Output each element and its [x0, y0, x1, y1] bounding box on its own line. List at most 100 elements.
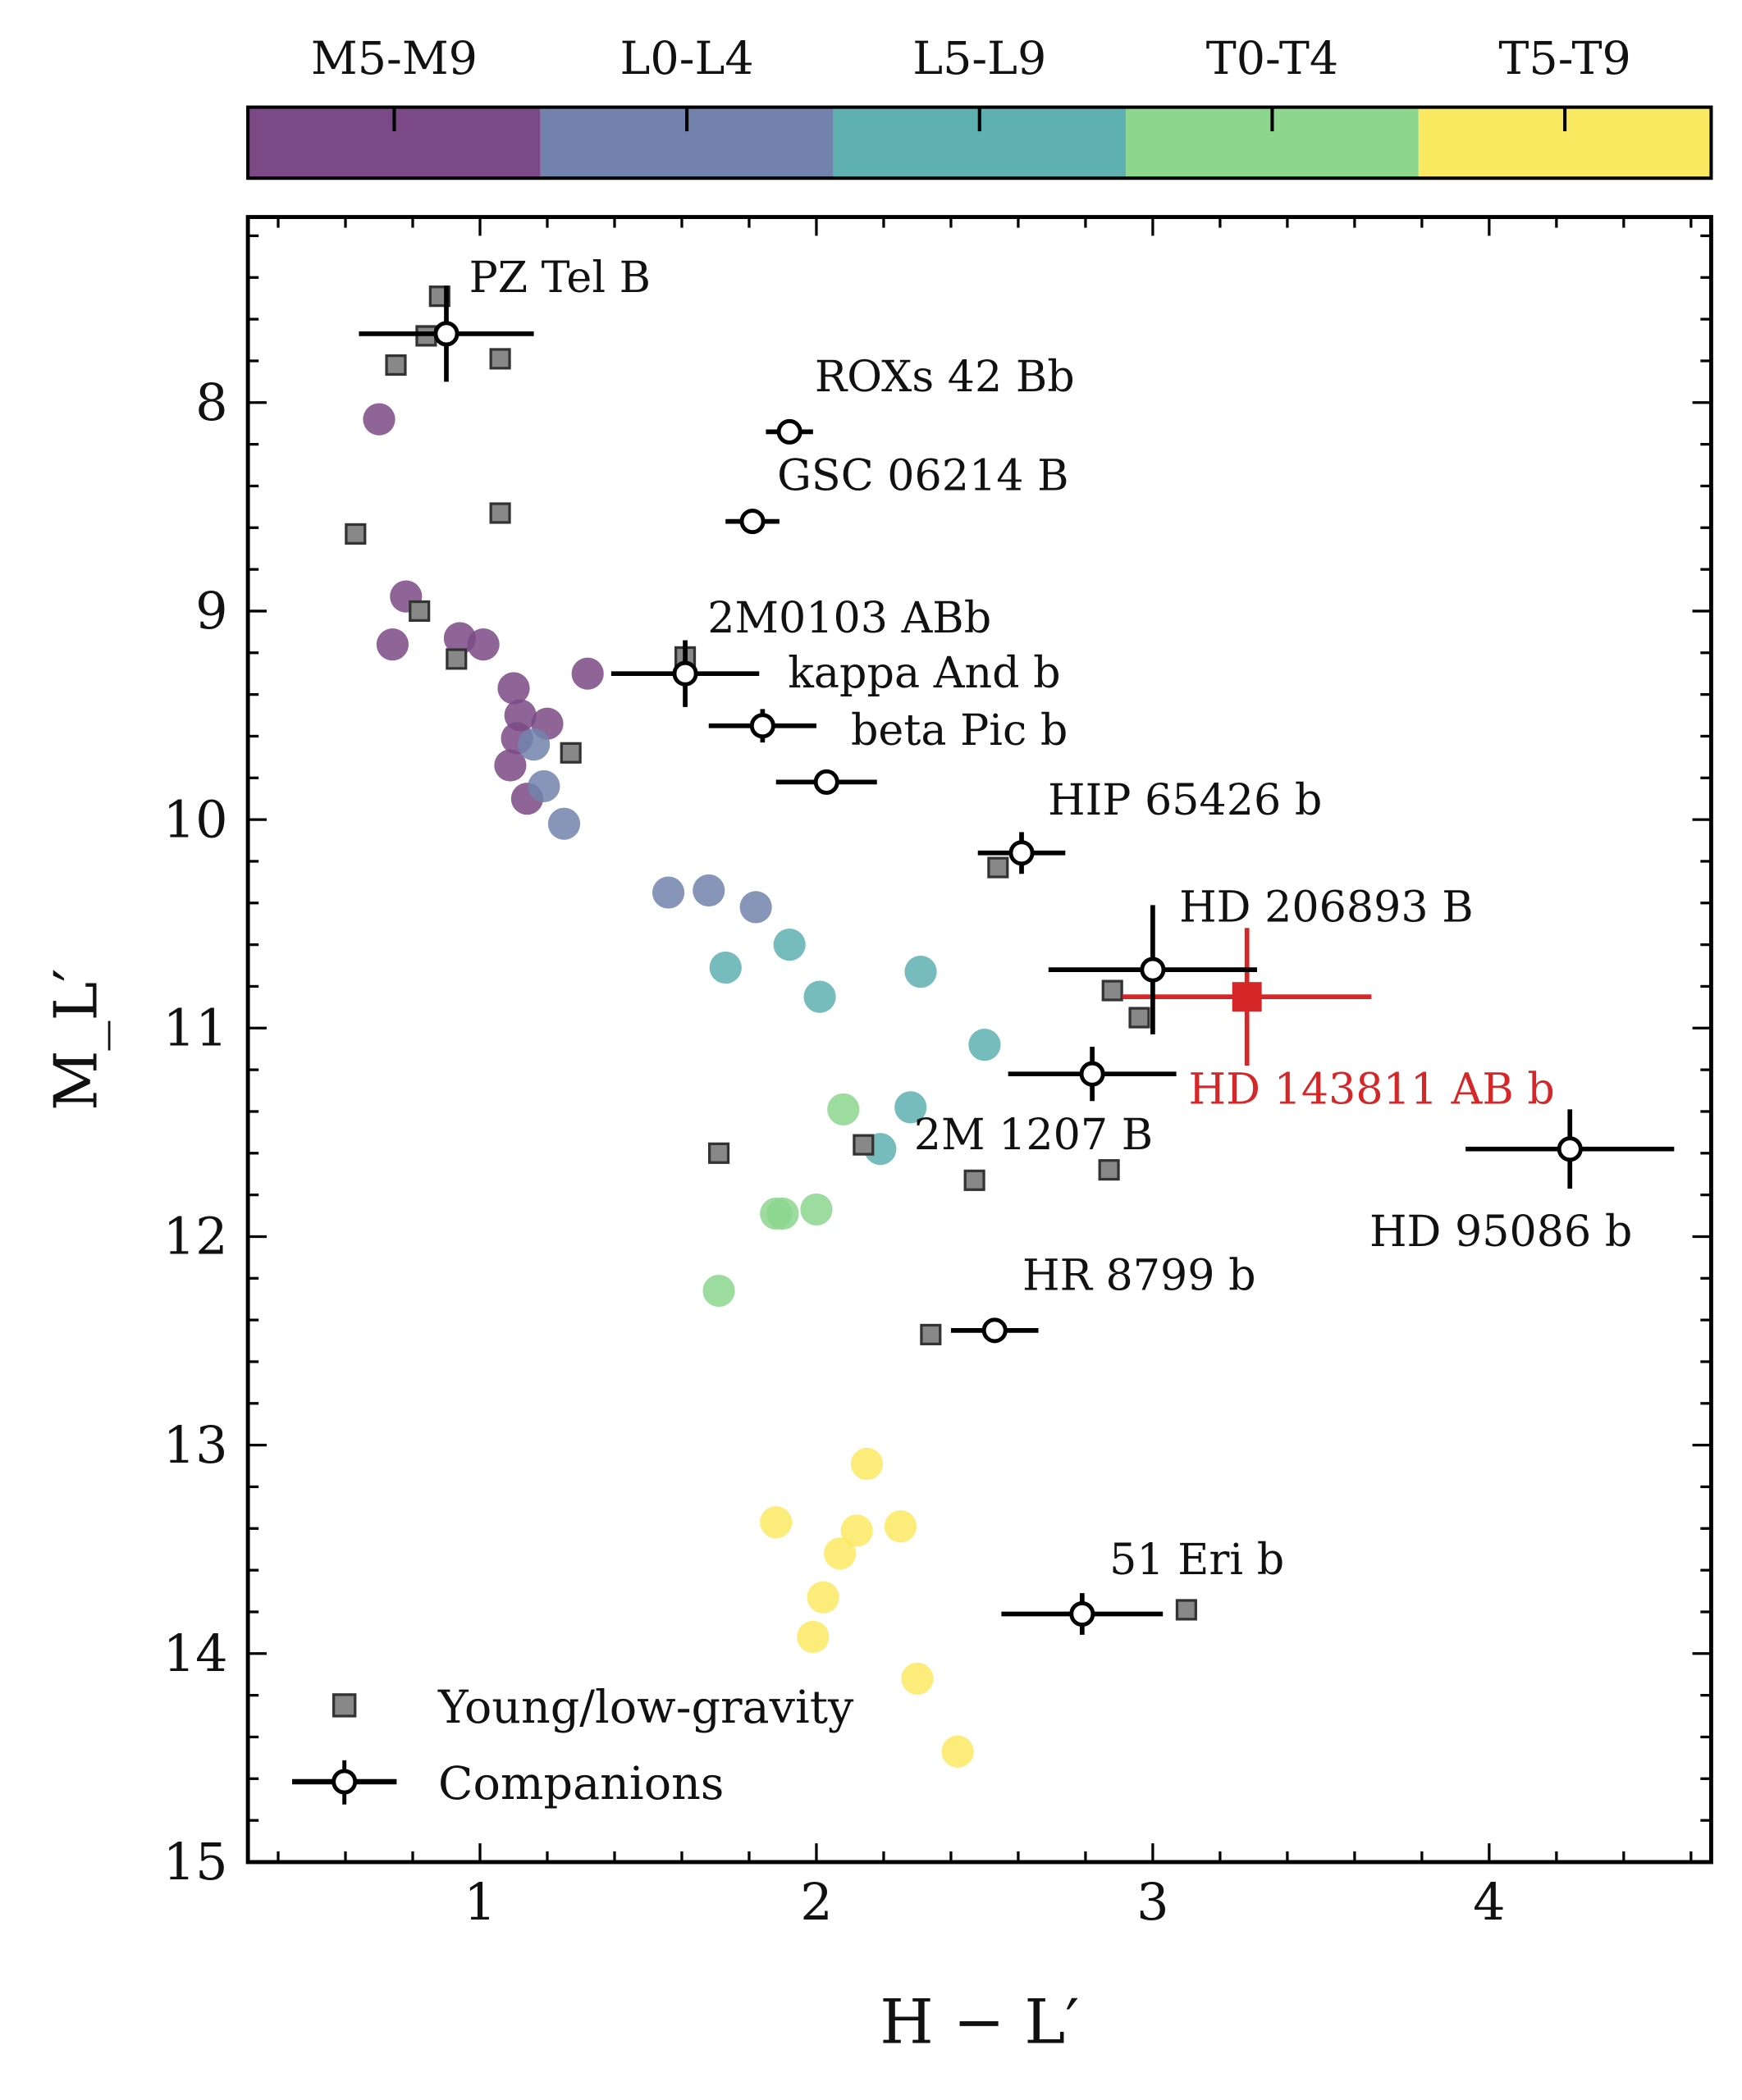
companion: HIP 65426 b	[977, 776, 1322, 874]
young-low-gravity-point	[489, 502, 511, 524]
companion: HD 95086 b	[1369, 1109, 1675, 1257]
spectral-type-colorbar: M5-M9 L0-L4 L5-L9 T0-T4 T5-T9	[246, 32, 1713, 180]
highlight-label: HD 143811 AB b	[1189, 1066, 1555, 1115]
young-low-gravity-point	[1101, 979, 1123, 1002]
colorbar-label: L0-L4	[620, 32, 754, 85]
field-dwarf-point	[807, 1581, 839, 1614]
companion-marker	[1069, 1600, 1095, 1628]
field-dwarf-point	[517, 728, 551, 761]
legend-companion-label: Companions	[438, 1757, 724, 1810]
companion-points: HD 143811 AB b PZ Tel B ROXs 42 Bb GSC 0621…	[359, 253, 1675, 1635]
companion-marker	[1140, 956, 1166, 983]
field-dwarf-point	[760, 1506, 793, 1539]
legend-companion-marker	[331, 1769, 358, 1795]
companion-label: PZ Tel B	[469, 253, 652, 303]
young-low-gravity-point	[707, 1142, 730, 1164]
y-tick-label: 8	[195, 372, 227, 432]
highlight-companion: HD 143811 AB b	[1122, 928, 1555, 1115]
x-axis-label: H − L′	[880, 1985, 1079, 2057]
field-dwarf-point	[702, 1274, 735, 1308]
companion-marker	[813, 769, 839, 795]
y-tick-label: 9	[195, 581, 227, 641]
companion-label: HD 206893 B	[1179, 883, 1474, 933]
field-dwarf-point	[941, 1735, 974, 1768]
companion-marker	[749, 713, 775, 739]
companion: beta Pic b	[775, 706, 1068, 795]
field-dwarf-point	[739, 891, 772, 924]
field-dwarf-point	[547, 807, 581, 840]
y-axis-label: M_L′	[42, 969, 111, 1112]
colorbar-label: L5-L9	[912, 32, 1046, 85]
field-dwarf-point	[800, 1193, 833, 1226]
plot-frame	[245, 215, 1713, 1865]
young-low-gravity-point	[987, 856, 1009, 879]
colorbar-label: T0-T4	[1206, 32, 1338, 85]
companion-label: kappa And b	[788, 649, 1060, 698]
field-dwarf-point	[824, 1537, 857, 1570]
companion: 2M0103 ABb	[610, 594, 991, 707]
young-low-gravity-point	[920, 1323, 942, 1345]
young-low-gravity-point	[409, 600, 431, 623]
young-low-gravity-point	[1098, 1159, 1120, 1181]
young-low-gravity-point	[1128, 1007, 1150, 1029]
x-tick-label: 1	[464, 1872, 496, 1932]
field-dwarf-point	[766, 1197, 799, 1230]
companion-label: ROXs 42 Bb	[815, 353, 1075, 402]
companion-marker	[1079, 1061, 1105, 1087]
companion: GSC 06214 B	[725, 452, 1069, 535]
field-dwarf-point	[363, 403, 395, 436]
field-dwarf-point	[773, 929, 806, 961]
field-dwarf-point	[652, 876, 685, 909]
y-tick-label: 13	[163, 1415, 228, 1475]
companion: 51 Eri b	[1001, 1536, 1284, 1635]
field-dwarf-point	[884, 1510, 917, 1543]
companion: PZ Tel B	[359, 253, 652, 382]
companion-marker	[433, 321, 460, 347]
companion-marker	[1008, 840, 1035, 866]
companion: kappa And b	[708, 649, 1061, 743]
companion-marker	[1557, 1136, 1583, 1162]
y-tick-label: 11	[163, 998, 228, 1058]
legend: Young/low-gravity Companions	[292, 1681, 854, 1810]
x-tick-label: 3	[1136, 1872, 1168, 1932]
young-low-gravity-points	[345, 285, 1197, 1621]
companion-label: HR 8799 b	[1022, 1252, 1256, 1301]
companion-label: 2M0103 ABb	[707, 594, 991, 643]
highlight-marker	[1232, 982, 1262, 1012]
young-low-gravity-point	[385, 354, 407, 377]
field-dwarf-point	[494, 749, 527, 782]
colorbar-frame	[246, 105, 1713, 180]
field-dwarf-point	[968, 1029, 1001, 1061]
x-tick-label: 2	[800, 1872, 832, 1932]
y-tick-label: 14	[163, 1623, 228, 1683]
y-tick-label: 15	[163, 1832, 228, 1892]
companion: HD 206893 B	[1048, 883, 1474, 1034]
young-low-gravity-point	[345, 523, 367, 545]
y-tick-label: 12	[163, 1207, 228, 1267]
young-low-gravity-point	[489, 348, 511, 370]
field-dwarf-point	[497, 672, 530, 705]
field-dwarf-point	[376, 628, 409, 661]
companion-marker	[981, 1317, 1008, 1344]
field-dwarf-point	[528, 769, 560, 803]
field-dwarf-point	[894, 1091, 927, 1124]
companion-label: 51 Eri b	[1109, 1536, 1284, 1585]
young-low-gravity-point	[446, 648, 468, 670]
young-low-gravity-point	[853, 1134, 875, 1156]
companion: HR 8799 b	[950, 1252, 1256, 1344]
field-dwarf-point	[840, 1514, 873, 1547]
young-low-gravity-point	[1175, 1599, 1197, 1621]
companion: ROXs 42 Bb	[766, 353, 1075, 445]
field-dwarf-point	[797, 1620, 830, 1654]
companion-label: HIP 65426 b	[1048, 776, 1322, 825]
companion-label: HD 95086 b	[1369, 1208, 1632, 1257]
companion-label: beta Pic b	[851, 706, 1068, 756]
field-dwarf-point	[803, 980, 836, 1013]
colorbar-label: M5-M9	[311, 32, 478, 85]
legend-young-marker	[332, 1693, 357, 1718]
companion-label: GSC 06214 B	[777, 452, 1068, 501]
field-dwarf-point	[901, 1662, 934, 1695]
colorbar-label: T5-T9	[1498, 32, 1630, 85]
